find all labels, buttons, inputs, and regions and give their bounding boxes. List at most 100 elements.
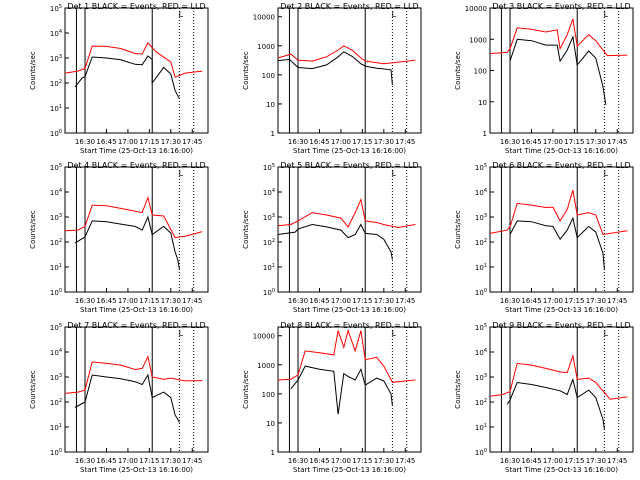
x-tick-label: 17:00 (331, 457, 351, 465)
x-tick-label: 17:30 (161, 297, 181, 305)
panel-title: Det 1 BLACK = Events, RED = LLD (67, 2, 205, 11)
x-tick-label: 17:15 (352, 138, 372, 146)
y-tick-label: 10 (478, 99, 487, 107)
y-tick-label: 100 (50, 288, 62, 297)
y-tick-label: 1 (483, 130, 487, 138)
x-tick-label: 16:30 (75, 138, 95, 146)
x-tick-label: 17:45 (395, 138, 415, 146)
x-tick-label: 16:30 (288, 138, 308, 146)
x-tick-label: 16:45 (96, 457, 116, 465)
x-tick-label: 17:45 (395, 457, 415, 465)
y-tick-label: 10000 (465, 5, 487, 13)
x-tick-label: 17:30 (586, 138, 606, 146)
plot-frame (64, 7, 209, 134)
y-tick-label: 105 (475, 163, 487, 172)
y-tick-label: 103 (475, 373, 487, 382)
x-tick-label: 17:15 (139, 457, 159, 465)
marker-label: L (392, 10, 397, 19)
x-tick-label: 17:15 (564, 297, 584, 305)
y-tick-label: 101 (475, 423, 487, 432)
y-axis-label: Counts/sec (29, 370, 37, 409)
plot-frame (64, 166, 209, 293)
y-tick-label: 103 (50, 54, 62, 63)
panel-title: Det 8 BLACK = Events, RED = LLD (280, 321, 418, 330)
x-axis-label: Start Time (25-Oct-13 16:16:00) (505, 466, 618, 474)
x-tick-label: 17:45 (182, 138, 202, 146)
series-lld-line (64, 195, 203, 239)
series-events-line (277, 51, 393, 86)
series-lld-line (277, 328, 416, 383)
x-tick-label: 17:15 (352, 297, 372, 305)
y-tick-label: 101 (50, 104, 62, 113)
x-axis-label: Start Time (25-Oct-13 16:16:00) (293, 306, 406, 314)
plot-frame (64, 326, 209, 453)
x-tick-label: 16:45 (96, 138, 116, 146)
series-events-line (509, 34, 607, 105)
series-lld-line (277, 45, 416, 65)
y-tick-label: 1 (271, 130, 275, 138)
x-axis-label: Start Time (25-Oct-13 16:16:00) (293, 147, 406, 155)
marker-label: L (179, 169, 184, 178)
y-tick-label: 103 (50, 373, 62, 382)
series-events-line (74, 55, 180, 99)
x-tick-label: 17:30 (374, 297, 394, 305)
x-tick-label: 17:00 (331, 138, 351, 146)
y-tick-label: 101 (263, 263, 275, 272)
y-tick-label: 105 (50, 4, 62, 13)
y-tick-label: 10000 (253, 14, 275, 22)
x-tick-label: 17:30 (161, 138, 181, 146)
panel-title: Det 2 BLACK = Events, RED = LLD (280, 2, 418, 11)
x-tick-label: 17:30 (374, 138, 394, 146)
y-tick-label: 100 (50, 129, 62, 138)
y-tick-label: 1000 (257, 362, 275, 370)
x-tick-label: 17:15 (352, 457, 372, 465)
x-tick-label: 16:30 (75, 457, 95, 465)
marker-label: L (392, 169, 397, 178)
x-tick-label: 16:45 (521, 457, 541, 465)
y-tick-label: 1 (271, 449, 275, 457)
y-tick-label: 100 (262, 391, 275, 399)
x-tick-label: 17:45 (395, 297, 415, 305)
y-axis-label: Counts/sec (29, 51, 37, 90)
plot-frame (277, 326, 422, 453)
y-tick-label: 100 (475, 448, 487, 457)
x-tick-label: 17:00 (543, 138, 563, 146)
x-tick-label: 16:45 (309, 457, 329, 465)
series-lld-line (489, 353, 628, 400)
y-tick-label: 102 (475, 398, 487, 407)
y-tick-label: 105 (50, 163, 62, 172)
x-tick-label: 17:15 (564, 457, 584, 465)
y-tick-label: 100 (262, 72, 275, 80)
x-tick-label: 17:30 (161, 457, 181, 465)
marker-label: L (179, 10, 184, 19)
x-tick-label: 16:45 (309, 138, 329, 146)
y-axis-label: Counts/sec (29, 210, 37, 249)
y-tick-label: 10 (266, 101, 275, 109)
y-tick-label: 105 (50, 323, 62, 332)
panel-title: Det 3 BLACK = Events, RED = LLD (492, 2, 630, 11)
y-axis-label: Counts/sec (242, 370, 250, 409)
y-tick-label: 100 (474, 68, 487, 76)
series-lld-line (64, 355, 203, 394)
series-events-line (74, 215, 180, 270)
x-tick-label: 16:45 (521, 138, 541, 146)
x-axis-label: Start Time (25-Oct-13 16:16:00) (505, 306, 618, 314)
x-axis-label: Start Time (25-Oct-13 16:16:00) (505, 147, 618, 155)
x-tick-label: 16:45 (96, 297, 116, 305)
y-tick-label: 103 (50, 213, 62, 222)
y-tick-label: 100 (475, 288, 487, 297)
x-tick-label: 17:45 (607, 297, 627, 305)
y-tick-label: 1000 (257, 43, 275, 51)
y-tick-label: 102 (475, 238, 487, 247)
y-tick-label: 104 (50, 188, 62, 197)
x-tick-label: 17:15 (564, 138, 584, 146)
marker-label: L (604, 10, 609, 19)
x-tick-label: 17:30 (374, 457, 394, 465)
